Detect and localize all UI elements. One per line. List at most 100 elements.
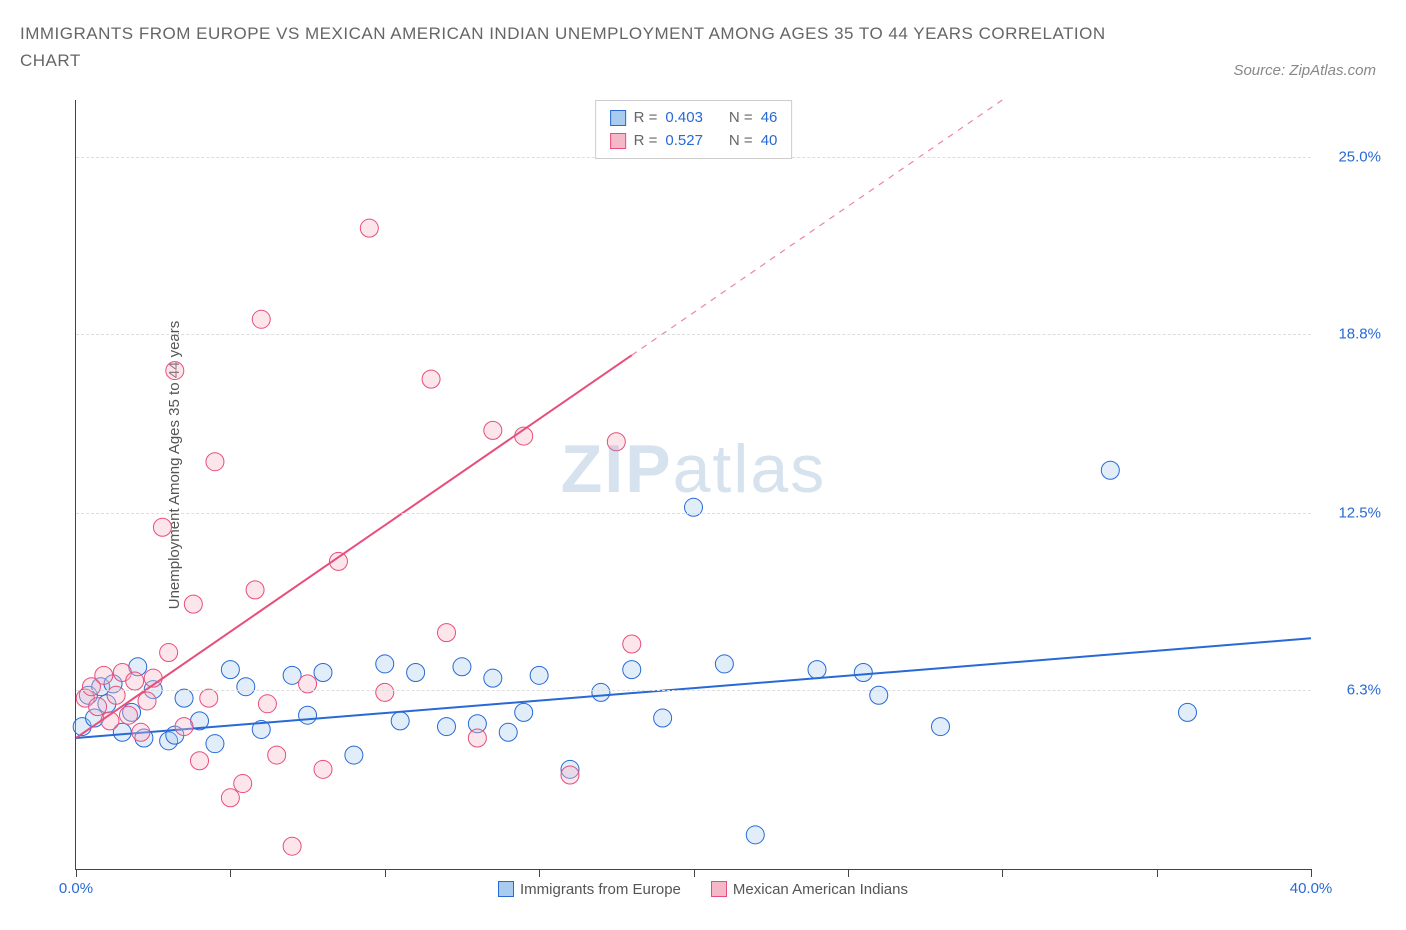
scatter-point [89, 698, 107, 716]
scatter-point [95, 666, 113, 684]
gridline [76, 513, 1311, 514]
x-tick [694, 869, 695, 877]
gridline [76, 334, 1311, 335]
x-legend-item: Immigrants from Europe [498, 881, 681, 898]
gridline [76, 690, 1311, 691]
legend-swatch-icon [498, 881, 514, 897]
y-tick-label: 25.0% [1321, 148, 1381, 165]
scatter-point [932, 718, 950, 736]
x-axis-legend: Immigrants from Europe Mexican American … [498, 881, 908, 898]
y-tick-label: 18.8% [1321, 325, 1381, 342]
n-label: N = [729, 130, 753, 153]
x-tick [1002, 869, 1003, 877]
scatter-point [153, 518, 171, 536]
scatter-point [854, 663, 872, 681]
scatter-point [268, 746, 286, 764]
scatter-point [453, 658, 471, 676]
scatter-point [499, 723, 517, 741]
scatter-point [200, 689, 218, 707]
scatter-point [561, 766, 579, 784]
scatter-point [715, 655, 733, 673]
scatter-point [184, 595, 202, 613]
scatter-point [376, 683, 394, 701]
scatter-point [175, 689, 193, 707]
scatter-point [422, 370, 440, 388]
stat-legend-row: R = 0.527 N = 40 [610, 130, 778, 153]
scatter-point [175, 718, 193, 736]
scatter-point [132, 723, 150, 741]
scatter-point [1179, 703, 1197, 721]
trend-line [76, 638, 1311, 738]
r-value: 0.403 [665, 107, 703, 130]
scatter-point [407, 663, 425, 681]
scatter-point [314, 663, 332, 681]
scatter-point [221, 661, 239, 679]
scatter-point [376, 655, 394, 673]
scatter-point [191, 752, 209, 770]
r-label: R = [634, 107, 658, 130]
scatter-point [515, 703, 533, 721]
scatter-point [530, 666, 548, 684]
x-legend-label: Immigrants from Europe [520, 881, 681, 898]
x-tick [1157, 869, 1158, 877]
x-tick [76, 869, 77, 877]
scatter-point [592, 683, 610, 701]
x-tick-label: 40.0% [1290, 880, 1333, 897]
scatter-point [252, 310, 270, 328]
scatter-point [654, 709, 672, 727]
chart-container: IMMIGRANTS FROM EUROPE VS MEXICAN AMERIC… [20, 20, 1386, 910]
scatter-point [808, 661, 826, 679]
n-label: N = [729, 107, 753, 130]
x-tick [230, 869, 231, 877]
r-label: R = [634, 130, 658, 153]
scatter-point [1101, 461, 1119, 479]
r-value: 0.527 [665, 130, 703, 153]
scatter-point [160, 644, 178, 662]
x-tick [385, 869, 386, 877]
scatter-point [438, 624, 456, 642]
scatter-point [206, 735, 224, 753]
y-tick-label: 6.3% [1321, 681, 1381, 698]
scatter-point [299, 706, 317, 724]
scatter-point [283, 837, 301, 855]
stat-legend-row: R = 0.403 N = 46 [610, 107, 778, 130]
scatter-point [138, 692, 156, 710]
n-value: 40 [761, 130, 778, 153]
legend-swatch-icon [711, 881, 727, 897]
legend-swatch-icon [610, 110, 626, 126]
x-legend-label: Mexican American Indians [733, 881, 908, 898]
scatter-point [345, 746, 363, 764]
scatter-point [119, 706, 137, 724]
scatter-point [623, 661, 641, 679]
legend-swatch-icon [610, 133, 626, 149]
scatter-point [607, 433, 625, 451]
scatter-point [221, 789, 239, 807]
scatter-point [126, 672, 144, 690]
scatter-point [746, 826, 764, 844]
scatter-point [468, 729, 486, 747]
scatter-point [206, 453, 224, 471]
x-tick [848, 869, 849, 877]
stat-legend: R = 0.403 N = 46 R = 0.527 N = 40 [595, 100, 793, 159]
scatter-point [484, 669, 502, 687]
x-tick-label: 0.0% [59, 880, 93, 897]
scatter-point [237, 678, 255, 696]
scatter-point [623, 635, 641, 653]
scatter-point [438, 718, 456, 736]
chart-title: IMMIGRANTS FROM EUROPE VS MEXICAN AMERIC… [20, 20, 1120, 74]
x-tick [1311, 869, 1312, 877]
scatter-point [246, 581, 264, 599]
trend-line [76, 355, 632, 738]
source-attribution: Source: ZipAtlas.com [1233, 62, 1376, 79]
x-tick [539, 869, 540, 877]
scatter-point [258, 695, 276, 713]
plot-svg [76, 100, 1311, 869]
plot-area: R = 0.403 N = 46 R = 0.527 N = 40 ZIPatl… [75, 100, 1311, 870]
scatter-point [314, 760, 332, 778]
scatter-point [391, 712, 409, 730]
scatter-point [484, 421, 502, 439]
scatter-point [166, 362, 184, 380]
scatter-point [234, 775, 252, 793]
n-value: 46 [761, 107, 778, 130]
y-tick-label: 12.5% [1321, 504, 1381, 521]
